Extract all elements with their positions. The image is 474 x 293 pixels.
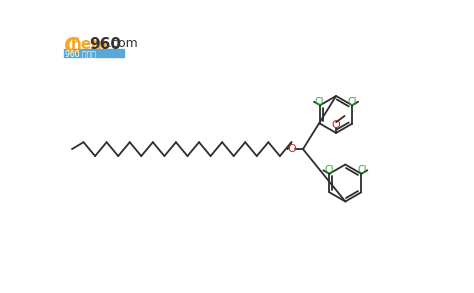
- Text: O: O: [287, 144, 296, 154]
- Text: 960 化工网: 960 化工网: [65, 50, 96, 59]
- Text: Cl: Cl: [348, 97, 357, 107]
- Text: hem: hem: [71, 38, 109, 52]
- Text: Cl: Cl: [357, 165, 366, 175]
- Text: Cl: Cl: [315, 97, 324, 107]
- Text: C: C: [64, 38, 80, 57]
- Text: O: O: [332, 120, 340, 130]
- Bar: [64, 49, 124, 57]
- Text: .com: .com: [108, 38, 138, 50]
- Text: Cl: Cl: [324, 165, 334, 175]
- Text: 960: 960: [90, 38, 122, 52]
